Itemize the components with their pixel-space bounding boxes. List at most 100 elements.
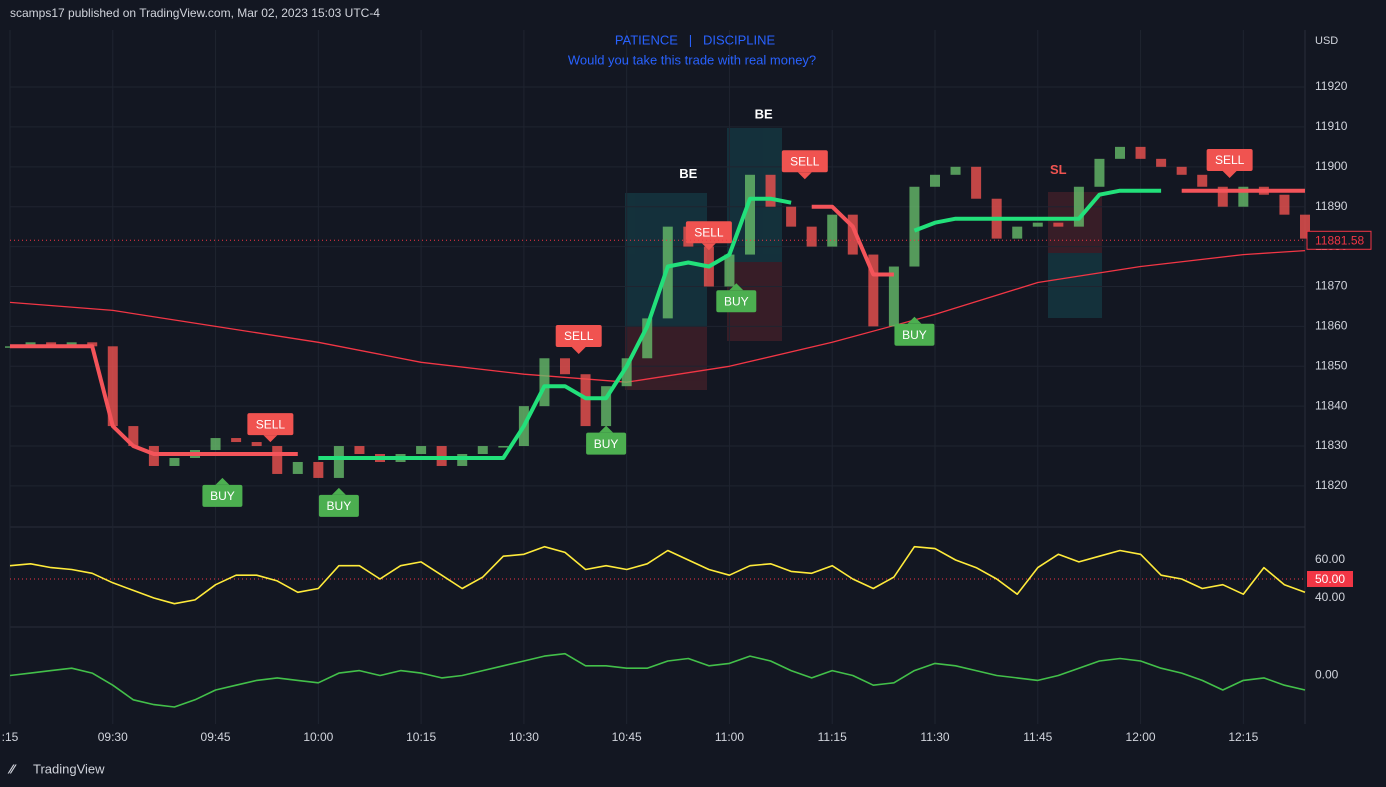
trail-line-up <box>318 188 1162 460</box>
signal-marker: BUY <box>202 477 243 507</box>
signal-box <box>685 221 732 244</box>
x-tick-label: 12:15 <box>1228 730 1258 744</box>
candle <box>1279 194 1290 215</box>
candle <box>621 358 632 387</box>
candle <box>765 174 776 207</box>
candle <box>1217 186 1228 207</box>
x-tick-label: 10:00 <box>303 730 333 744</box>
signal-pointer <box>263 435 278 443</box>
signal-marker: SELL <box>247 413 294 443</box>
signal-pointer <box>907 316 922 324</box>
x-tick-label: 10:30 <box>509 730 539 744</box>
candle <box>847 214 858 255</box>
x-tick-label: 12:00 <box>1126 730 1156 744</box>
brand: TradingView <box>33 761 105 776</box>
signal-marker: BUY <box>716 283 757 313</box>
signal-box <box>202 484 243 507</box>
signal-box <box>781 150 828 173</box>
y-tick-label: 11920 <box>1315 79 1348 93</box>
y-tick-label: 11910 <box>1315 119 1348 133</box>
signal-pointer <box>599 425 614 433</box>
signal-marker: BUY <box>318 487 359 517</box>
candle <box>786 206 797 227</box>
y-axis-label: USD <box>1315 35 1338 47</box>
signal-box <box>716 290 757 313</box>
candle <box>272 446 283 474</box>
candle <box>231 438 242 443</box>
signal-pointer <box>701 243 716 251</box>
chart-title: PATIENCE | DISCIPLINE <box>615 32 776 47</box>
signal-pointer <box>729 283 744 291</box>
publisher: scamps17 published on TradingView.com, M… <box>10 6 380 20</box>
indicator-line <box>9 652 1306 708</box>
signal-pointer <box>1222 171 1237 179</box>
candle <box>868 254 879 327</box>
candle <box>724 254 735 287</box>
moving-average <box>9 249 1306 383</box>
candle <box>1156 158 1167 167</box>
candle <box>251 442 262 447</box>
candle <box>930 174 940 187</box>
last-price-box <box>1306 230 1372 250</box>
x-tick-label: 09:30 <box>98 730 128 744</box>
candle <box>827 214 838 247</box>
candle <box>642 318 653 359</box>
y-tick-label: 11850 <box>1315 358 1348 372</box>
x-tick-label: 10:45 <box>612 730 642 744</box>
candle <box>1073 186 1084 227</box>
signal-box <box>555 324 602 347</box>
signal-marker: SELL <box>781 150 828 180</box>
annotation: BE <box>755 106 773 121</box>
candle <box>1197 174 1208 187</box>
candle <box>107 346 118 427</box>
signal-marker: SELL <box>1206 149 1253 179</box>
signal-label: SELL <box>1215 153 1245 167</box>
signal-pointer <box>331 487 346 495</box>
candle <box>313 461 324 478</box>
candle <box>1176 166 1187 175</box>
y-tick-label: 11860 <box>1315 319 1348 333</box>
candle <box>292 461 303 474</box>
signal-box <box>318 494 359 517</box>
candle <box>1238 186 1249 207</box>
stop-zone <box>625 327 707 390</box>
candle <box>498 446 509 448</box>
signal-label: SELL <box>790 154 820 168</box>
candle <box>745 174 755 255</box>
chart-subtitle: Would you take this trade with real mone… <box>568 52 816 67</box>
candle <box>1012 226 1023 239</box>
candle <box>1115 146 1125 159</box>
candle <box>539 358 550 407</box>
signal-box <box>247 413 294 436</box>
x-tick-label: 11:15 <box>818 730 847 744</box>
candle <box>888 266 899 327</box>
candle <box>148 446 159 466</box>
candle <box>601 386 612 427</box>
signal-box <box>1206 149 1253 172</box>
candle <box>128 426 139 447</box>
candle <box>169 457 180 466</box>
x-tick-label: 11:00 <box>715 730 744 744</box>
plot: 1182011830118401185011860118701188011890… <box>2 30 1372 744</box>
midline-box <box>1307 570 1353 587</box>
signal-label: SELL <box>564 329 594 343</box>
y-tick-label: 11890 <box>1315 199 1348 213</box>
candle <box>1300 214 1310 239</box>
target-zone <box>1048 253 1102 318</box>
y-tick-label: 11870 <box>1315 279 1348 293</box>
candle <box>1094 158 1105 187</box>
signal-box <box>586 432 627 455</box>
signal-label: BUY <box>594 437 619 451</box>
y-tick-label: 11840 <box>1315 398 1348 412</box>
signal-pointer <box>215 477 230 485</box>
y-tick-label: 11820 <box>1315 478 1348 492</box>
annotation: BE <box>679 166 697 181</box>
signal-label: BUY <box>327 499 352 513</box>
x-tick-label: :15 <box>2 730 19 744</box>
signal-label: BUY <box>902 328 927 342</box>
candle <box>210 438 221 451</box>
signal-marker: BUY <box>894 316 935 346</box>
signal-label: BUY <box>724 294 749 308</box>
